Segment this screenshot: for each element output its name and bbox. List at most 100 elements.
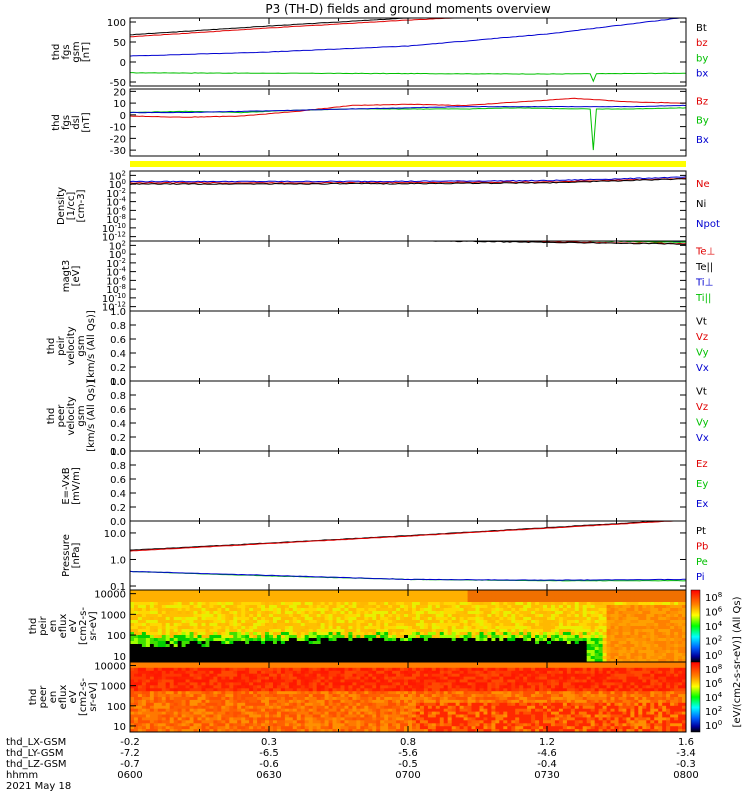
heatmap-cell [181, 705, 186, 710]
heatmap-cell [217, 717, 222, 721]
heatmap-cell [332, 602, 337, 606]
heatmap-cell [165, 605, 171, 609]
heatmap-cell [181, 644, 186, 648]
heatmap-cell [380, 635, 385, 639]
heatmap-cell [431, 620, 437, 624]
heatmap-cell [213, 635, 218, 639]
heatmap-cell [324, 614, 329, 618]
heatmap-cell [328, 670, 333, 675]
heatmap-cell [273, 664, 278, 669]
heatmap-cell [134, 638, 139, 642]
heatmap-cell [213, 697, 218, 701]
heatmap-cell [296, 729, 302, 733]
heatmap-cell [396, 602, 401, 606]
heatmap-cell [594, 590, 600, 594]
heatmap-cell [590, 605, 596, 609]
heatmap-cell [678, 611, 683, 615]
heatmap-cell [372, 635, 377, 639]
heatmap-cell [225, 691, 230, 695]
heatmap-cell [173, 685, 179, 689]
heatmap-cell [499, 602, 504, 606]
heatmap-cell [475, 623, 480, 627]
heatmap-cell [193, 659, 198, 663]
heatmap-cell [547, 605, 552, 609]
heatmap-cell [153, 596, 159, 600]
heatmap-cell [221, 659, 226, 663]
heatmap-cell [284, 647, 290, 651]
heatmap-cell [130, 691, 135, 695]
heatmap-cell [137, 670, 143, 675]
heatmap-cell [439, 593, 445, 597]
heatmap-cell [455, 635, 461, 639]
heatmap-cell [316, 620, 322, 624]
heatmap-cell [412, 617, 417, 621]
heatmap-cell [320, 605, 325, 609]
heatmap-cell [273, 682, 278, 686]
heatmap-cell [590, 653, 596, 657]
heatmap-cell [408, 599, 413, 603]
legend-Npot: Npot [696, 219, 720, 230]
heatmap-cell [292, 688, 298, 692]
heatmap-cell [253, 694, 258, 698]
heatmap-cell [320, 620, 325, 624]
heatmap-cell [447, 608, 453, 612]
heatmap-cell [149, 641, 155, 645]
heatmap-cell [217, 702, 222, 707]
heatmap-cell [193, 664, 198, 669]
heatmap-cell [233, 605, 238, 609]
heatmap-cell [253, 670, 258, 675]
heatmap-cell [165, 620, 171, 624]
heatmap-cell [332, 664, 337, 669]
heatmap-cell [241, 596, 246, 600]
heatmap-cell [408, 602, 413, 606]
heatmap-cell [459, 620, 464, 624]
heatmap-cell [269, 664, 274, 669]
heatmap-cell [372, 650, 377, 654]
heatmap-cell [249, 611, 254, 615]
heatmap-cell [618, 647, 623, 651]
heatmap-cell [141, 717, 147, 721]
heatmap-cell [284, 635, 290, 639]
heatmap-cell [320, 653, 325, 657]
heatmap-cell [566, 599, 572, 603]
heatmap-cell [173, 599, 179, 603]
heatmap-cell [130, 617, 135, 621]
heatmap-cell [249, 664, 254, 669]
heatmap-cell [332, 697, 337, 701]
heatmap-cell [412, 641, 417, 645]
heatmap-cell [610, 614, 615, 618]
heatmap-cell [197, 629, 202, 633]
heatmap-cell [181, 599, 186, 603]
heatmap-cell [201, 717, 206, 721]
heatmap-cell [427, 599, 433, 603]
heatmap-cell [189, 670, 194, 675]
heatmap-cell [328, 602, 333, 606]
heatmap-cell [165, 599, 171, 603]
heatmap-cell [352, 644, 357, 648]
heatmap-cell [654, 635, 659, 639]
heatmap-cell [558, 608, 564, 612]
heatmap-cell [467, 605, 472, 609]
heatmap-cell [475, 629, 480, 633]
heatmap-cell [507, 638, 512, 642]
heatmap-cell [574, 602, 580, 606]
heatmap-cell [161, 602, 167, 606]
heatmap-cell [602, 653, 607, 657]
heatmap-cell [650, 602, 655, 606]
heatmap-cell [662, 629, 667, 633]
heatmap-cell [245, 647, 250, 651]
heatmap-cell [324, 659, 329, 663]
heatmap-cell [213, 614, 218, 618]
heatmap-cell [157, 711, 163, 715]
heatmap-cell [265, 644, 270, 648]
heatmap-cell [340, 611, 345, 615]
heatmap-cell [161, 717, 167, 721]
heatmap-cell [312, 605, 318, 609]
heatmap-cell [586, 590, 592, 594]
heatmap-cell [308, 659, 314, 663]
heatmap-cell [185, 599, 190, 603]
heatmap-cell [316, 702, 322, 707]
heatmap-cell [300, 711, 306, 715]
heatmap-cell [165, 682, 171, 686]
heatmap-cell [137, 729, 143, 733]
